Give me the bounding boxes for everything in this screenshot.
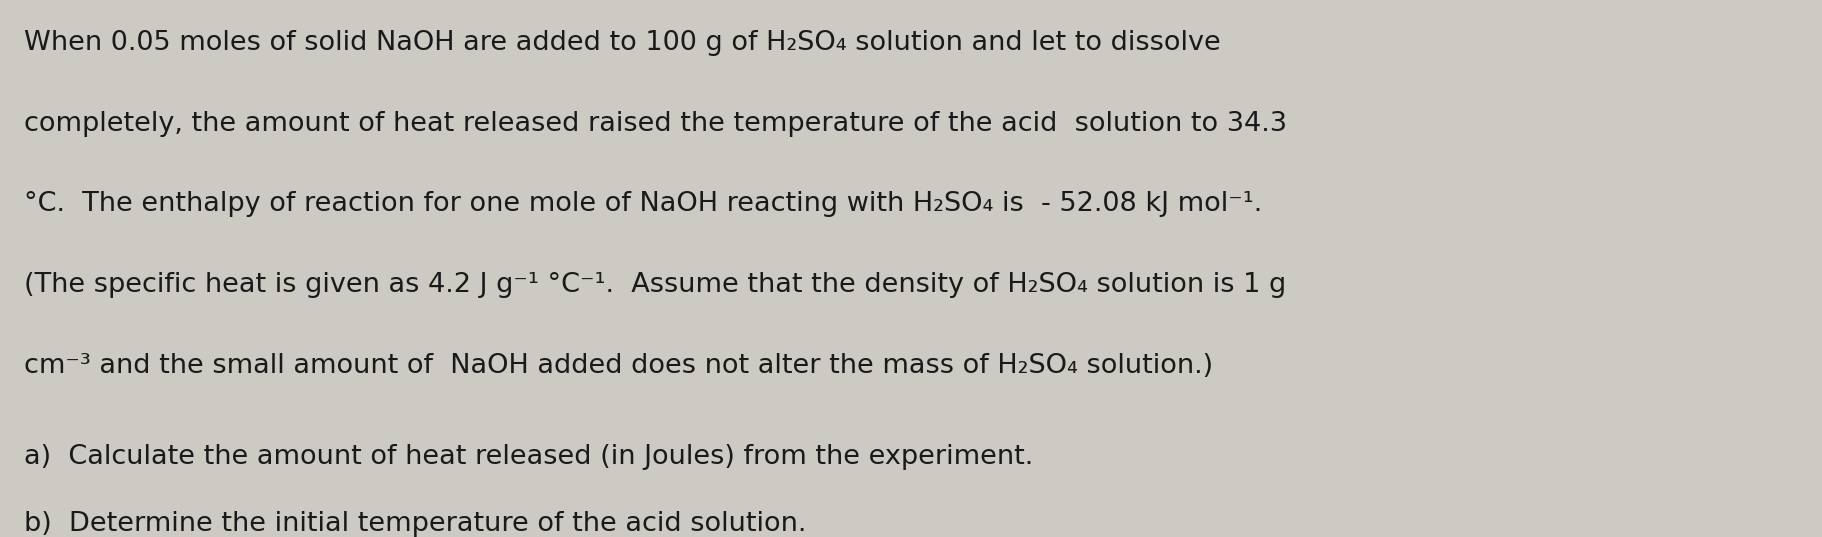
- Text: (The specific heat is given as 4.2 J g⁻¹ °C⁻¹.  Assume that the density of H₂SO₄: (The specific heat is given as 4.2 J g⁻¹…: [24, 272, 1286, 298]
- Text: When 0.05 moles of solid NaOH are added to 100 g of H₂SO₄ solution and let to di: When 0.05 moles of solid NaOH are added …: [24, 31, 1221, 56]
- Text: b)  Determine the initial temperature of the acid solution.: b) Determine the initial temperature of …: [24, 511, 805, 537]
- Text: completely, the amount of heat released raised the temperature of the acid  solu: completely, the amount of heat released …: [24, 111, 1286, 137]
- Text: °C.  The enthalpy of reaction for one mole of NaOH reacting with H₂SO₄ is  - 52.: °C. The enthalpy of reaction for one mol…: [24, 192, 1263, 217]
- Text: cm⁻³ and the small amount of  NaOH added does not alter the mass of H₂SO₄ soluti: cm⁻³ and the small amount of NaOH added …: [24, 353, 1213, 379]
- Text: a)  Calculate the amount of heat released (in Joules) from the experiment.: a) Calculate the amount of heat released…: [24, 444, 1033, 470]
